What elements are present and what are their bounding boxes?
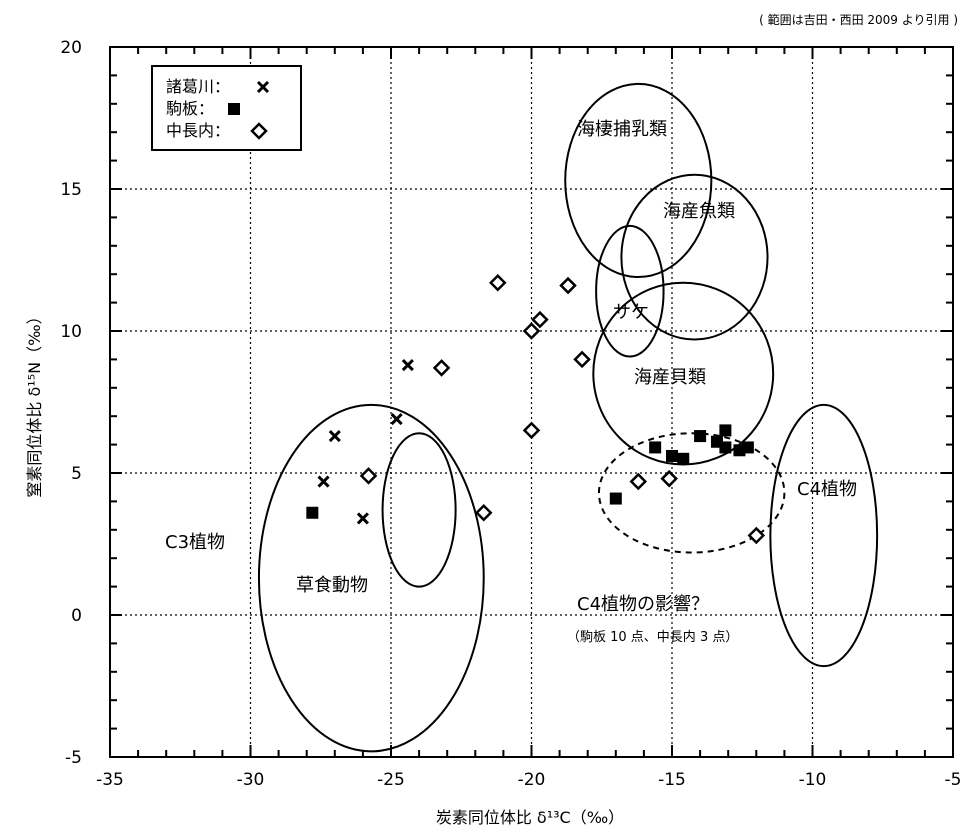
region-label-c3-plants: C3植物 (165, 532, 225, 553)
point-nakachonai (747, 526, 766, 545)
citation-note: ( 範囲は吉田・西田 2009 より引用 ) (759, 12, 958, 27)
legend-label-komaita: 駒板： (166, 99, 214, 118)
marker-stroke (256, 80, 270, 94)
marker-stroke (401, 359, 414, 372)
point-komaita (719, 424, 732, 437)
point-nakachonai (573, 350, 591, 369)
data-points (306, 273, 766, 545)
marker-stroke (390, 412, 403, 426)
point-morokuzugawa (356, 512, 369, 525)
region-label-c4-plants: C4植物 (797, 479, 857, 500)
point-nakachonai (359, 467, 378, 485)
point-nakachonai (660, 469, 678, 488)
region-ellipse (381, 432, 457, 588)
legend-label-morokuzugawa: 諸葛川： (166, 77, 230, 96)
point-nakachonai (629, 472, 648, 491)
legend: 諸葛川： 駒板： 中長内： (151, 65, 302, 151)
x-tick-label: -15 (658, 770, 686, 790)
region-label-salmon: サケ (613, 302, 649, 323)
legend-box (151, 65, 302, 151)
x-axis-title: 炭素同位体比 δ¹³C（‰） (436, 808, 624, 827)
point-komaita (719, 441, 732, 454)
point-nakachonai (559, 276, 577, 295)
region-ellipses (257, 82, 879, 753)
region-label-marine-mammals: 海棲捕乳類 (577, 119, 667, 140)
plot-frame (109, 46, 954, 758)
region-ellipse (620, 173, 769, 341)
grid (110, 47, 953, 757)
region-ellipse (597, 432, 786, 554)
point-morokuzugawa (328, 430, 341, 443)
legend-marker-x (256, 80, 270, 94)
x-tick-label: -10 (799, 770, 827, 790)
region-labels: C3植物 草食動物 海棲捕乳類 海産魚類 サケ 海産貝類 C4植物 C4植物の影… (165, 119, 857, 645)
legend-markers (228, 80, 270, 140)
point-nakachonai (489, 273, 507, 292)
point-nakachonai (432, 359, 451, 377)
region-sublabel-c4-influence: （駒板 10 点、中長内 3 点） (567, 629, 738, 645)
region-label-marine-fish: 海産魚類 (663, 201, 735, 222)
x-tick-label: -30 (237, 770, 265, 790)
point-komaita (666, 449, 678, 462)
y-tick-label: 20 (60, 38, 82, 58)
marker-stroke (317, 475, 330, 488)
point-nakachonai (474, 503, 493, 522)
point-morokuzugawa (317, 475, 330, 488)
point-morokuzugawa (401, 359, 414, 372)
x-tick-label: -5 (945, 770, 962, 790)
point-komaita (677, 452, 690, 465)
legend-label-nakachonai: 中長内： (166, 121, 230, 140)
y-tick-label: 10 (60, 322, 82, 342)
region-ellipse (769, 403, 879, 668)
x-tick-label: -20 (518, 770, 546, 790)
region-label-marine-shellfish: 海産貝類 (634, 367, 706, 388)
legend-marker-open-diamond (250, 122, 268, 140)
y-tick-label: -5 (65, 748, 82, 768)
region-label-herbivores: 草食動物 (296, 575, 368, 596)
point-komaita (694, 430, 707, 443)
y-tick-label: 5 (71, 464, 82, 484)
point-komaita (306, 506, 319, 519)
y-tick-label: 15 (60, 180, 82, 200)
point-komaita (741, 441, 754, 454)
region-label-c4-influence: C4植物の影響？ (577, 594, 709, 615)
marker-stroke (328, 430, 341, 443)
region-ellipse (595, 224, 665, 358)
x-tick-label: -25 (377, 770, 405, 790)
legend-marker-filled-square (228, 103, 240, 115)
marker-stroke (356, 512, 369, 525)
y-axis-title: 窒素同位体比 δ¹⁵N（‰） (25, 308, 44, 497)
tick-labels: -35 -30 -25 -20 -15 -10 -5 -5 0 5 10 15 20 (60, 38, 961, 790)
region-ellipse (564, 82, 713, 279)
point-nakachonai (522, 322, 541, 340)
point-komaita (649, 441, 662, 454)
x-tick-label: -35 (96, 770, 124, 790)
y-tick-label: 0 (71, 606, 82, 626)
point-nakachonai (531, 310, 549, 329)
point-morokuzugawa (390, 412, 403, 426)
region-ellipse (257, 403, 485, 753)
point-nakachonai (522, 421, 541, 440)
point-komaita (609, 492, 622, 505)
